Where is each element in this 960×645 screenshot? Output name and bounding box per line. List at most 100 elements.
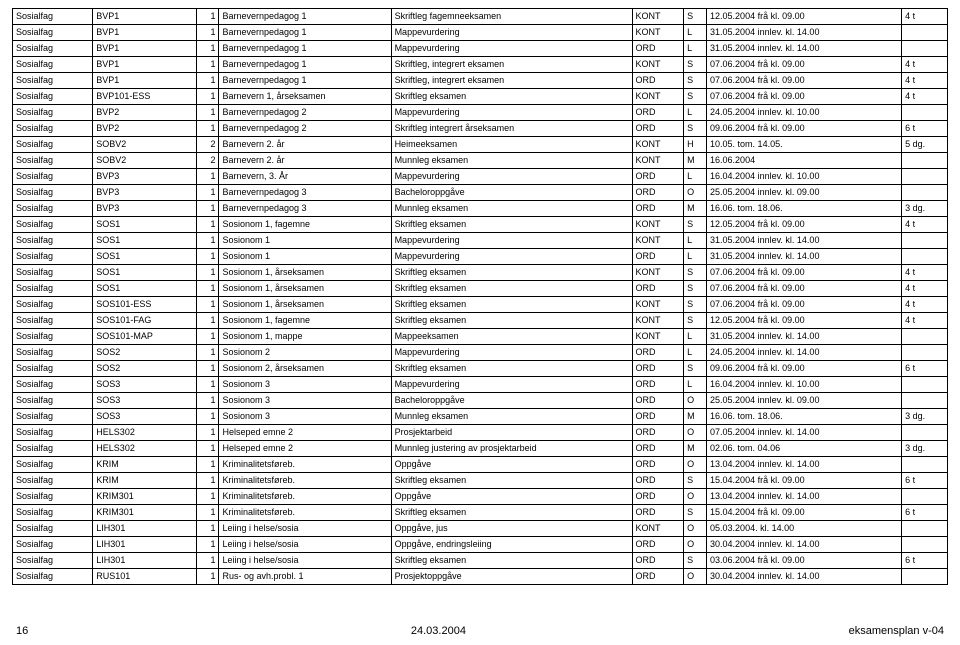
- table-cell: Sosionom 1, årseksamen: [219, 281, 391, 297]
- table-cell: KRIM301: [93, 505, 196, 521]
- table-cell: 4 t: [902, 281, 948, 297]
- table-cell: Sosialfag: [13, 425, 93, 441]
- table-row: SosialfagHELS3021Helseped emne 2Munnleg …: [13, 441, 948, 457]
- table-cell: 31.05.2004 innlev. kl. 14.00: [707, 233, 902, 249]
- table-cell: S: [684, 73, 707, 89]
- table-row: SosialfagKRIM1Kriminalitetsføreb.Oppgåve…: [13, 457, 948, 473]
- table-cell: Leiing i helse/sosia: [219, 537, 391, 553]
- table-cell: Sosialfag: [13, 233, 93, 249]
- table-cell: [902, 457, 948, 473]
- table-cell: Barnevernpedagog 1: [219, 73, 391, 89]
- exam-schedule-table: SosialfagBVP11Barnevernpedagog 1Skriftle…: [12, 8, 948, 585]
- table-cell: Sosialfag: [13, 313, 93, 329]
- table-cell: 03.06.2004 frå kl. 09.00: [707, 553, 902, 569]
- table-cell: 25.05.2004 innlev. kl. 09.00: [707, 393, 902, 409]
- table-cell: O: [684, 185, 707, 201]
- table-cell: O: [684, 537, 707, 553]
- table-cell: KRIM: [93, 473, 196, 489]
- table-cell: L: [684, 25, 707, 41]
- table-cell: Kriminalitetsføreb.: [219, 473, 391, 489]
- table-cell: KONT: [632, 233, 684, 249]
- table-cell: Munnleg eksamen: [391, 201, 632, 217]
- table-cell: S: [684, 265, 707, 281]
- table-row: SosialfagLIH3011Leiing i helse/sosiaSkri…: [13, 553, 948, 569]
- table-row: SosialfagSOS11Sosionom 1, årseksamenSkri…: [13, 281, 948, 297]
- table-cell: 1: [196, 73, 219, 89]
- table-cell: LIH301: [93, 537, 196, 553]
- table-row: SosialfagSOS21Sosionom 2, årseksamenSkri…: [13, 361, 948, 377]
- table-cell: BVP1: [93, 57, 196, 73]
- table-cell: Mappeeksamen: [391, 329, 632, 345]
- table-cell: 07.06.2004 frå kl. 09.00: [707, 57, 902, 73]
- table-cell: [902, 233, 948, 249]
- table-cell: BVP1: [93, 73, 196, 89]
- table-cell: KONT: [632, 89, 684, 105]
- table-cell: SOS2: [93, 361, 196, 377]
- table-cell: 02.06. tom. 04.06: [707, 441, 902, 457]
- table-cell: 05.03.2004. kl. 14.00: [707, 521, 902, 537]
- table-cell: Munnleg justering av prosjektarbeid: [391, 441, 632, 457]
- table-cell: Sosialfag: [13, 569, 93, 585]
- table-cell: Sosialfag: [13, 153, 93, 169]
- table-cell: 24.05.2004 innlev. kl. 10.00: [707, 105, 902, 121]
- table-cell: Leiing i helse/sosia: [219, 521, 391, 537]
- table-cell: 1: [196, 169, 219, 185]
- table-cell: L: [684, 233, 707, 249]
- table-cell: S: [684, 505, 707, 521]
- table-cell: KONT: [632, 297, 684, 313]
- table-cell: Barnevern 2. år: [219, 153, 391, 169]
- table-cell: KONT: [632, 521, 684, 537]
- table-cell: 4 t: [902, 9, 948, 25]
- table-cell: Sosialfag: [13, 185, 93, 201]
- table-cell: 4 t: [902, 217, 948, 233]
- table-cell: Sosialfag: [13, 473, 93, 489]
- table-cell: S: [684, 121, 707, 137]
- table-cell: 16.06.2004: [707, 153, 902, 169]
- table-cell: ORD: [632, 73, 684, 89]
- table-row: SosialfagSOS101-FAG1Sosionom 1, fagemneS…: [13, 313, 948, 329]
- table-cell: SOBV2: [93, 153, 196, 169]
- table-cell: KONT: [632, 265, 684, 281]
- table-cell: O: [684, 393, 707, 409]
- table-cell: Sosionom 1, mappe: [219, 329, 391, 345]
- table-cell: 31.05.2004 innlev. kl. 14.00: [707, 329, 902, 345]
- table-cell: [902, 425, 948, 441]
- table-cell: KONT: [632, 9, 684, 25]
- table-row: SosialfagSOS31Sosionom 3MappevurderingOR…: [13, 377, 948, 393]
- table-cell: S: [684, 553, 707, 569]
- table-cell: Sosialfag: [13, 41, 93, 57]
- table-cell: S: [684, 217, 707, 233]
- table-cell: Mappevurdering: [391, 105, 632, 121]
- table-cell: SOS101-FAG: [93, 313, 196, 329]
- table-cell: RUS101: [93, 569, 196, 585]
- table-cell: Sosialfag: [13, 217, 93, 233]
- table-cell: 13.04.2004 innlev. kl. 14.00: [707, 489, 902, 505]
- table-row: SosialfagSOS11Sosionom 1MappevurderingOR…: [13, 249, 948, 265]
- table-cell: O: [684, 457, 707, 473]
- table-cell: Helseped emne 2: [219, 425, 391, 441]
- table-cell: Oppgåve, jus: [391, 521, 632, 537]
- table-cell: Mappevurdering: [391, 41, 632, 57]
- table-cell: 1: [196, 329, 219, 345]
- table-row: SosialfagBVP101-ESS1Barnevern 1, årseksa…: [13, 89, 948, 105]
- table-cell: Skriftleg eksamen: [391, 217, 632, 233]
- table-cell: 1: [196, 313, 219, 329]
- table-cell: 1: [196, 9, 219, 25]
- table-cell: Sosialfag: [13, 377, 93, 393]
- table-cell: 30.04.2004 innlev. kl. 14.00: [707, 537, 902, 553]
- table-cell: 31.05.2004 innlev. kl. 14.00: [707, 25, 902, 41]
- table-cell: S: [684, 57, 707, 73]
- table-cell: Mappevurdering: [391, 169, 632, 185]
- table-cell: Prosjektoppgåve: [391, 569, 632, 585]
- table-cell: ORD: [632, 569, 684, 585]
- table-cell: ORD: [632, 281, 684, 297]
- table-cell: 4 t: [902, 57, 948, 73]
- table-cell: 07.06.2004 frå kl. 09.00: [707, 297, 902, 313]
- table-cell: Sosionom 3: [219, 393, 391, 409]
- table-cell: Barnevern 2. år: [219, 137, 391, 153]
- table-cell: Munnleg eksamen: [391, 409, 632, 425]
- table-cell: SOS2: [93, 345, 196, 361]
- table-cell: Prosjektarbeid: [391, 425, 632, 441]
- table-cell: 15.04.2004 frå kl. 09.00: [707, 505, 902, 521]
- table-cell: 1: [196, 25, 219, 41]
